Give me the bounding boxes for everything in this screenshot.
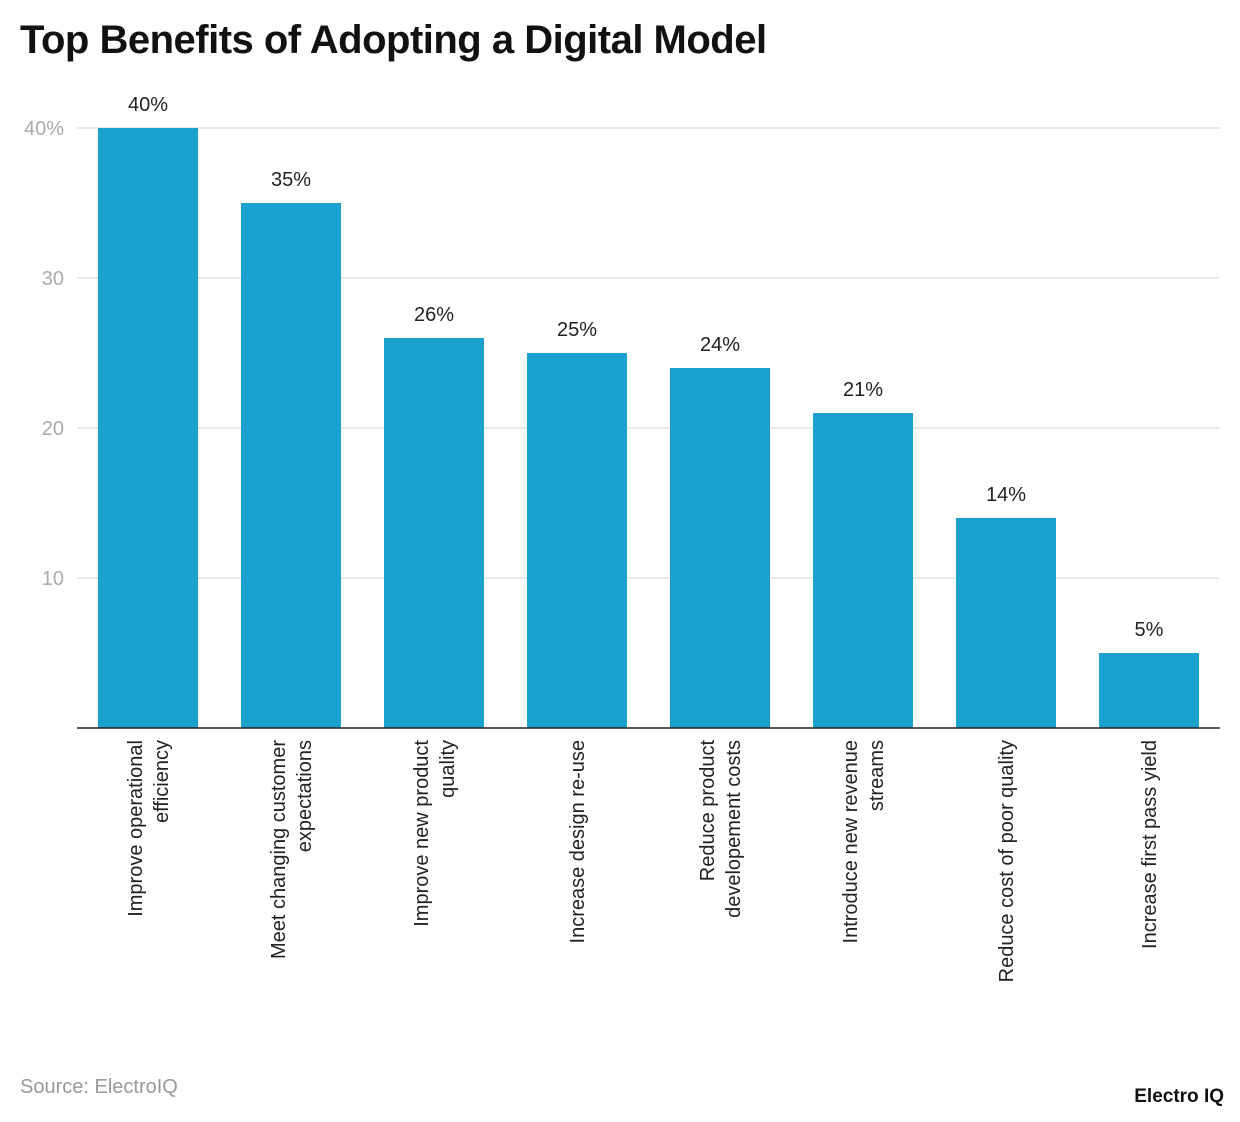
y-tick-label: 10	[42, 568, 64, 590]
x-tick-label: Increase first pass yield	[1139, 740, 1161, 949]
data-label: 5%	[1135, 619, 1164, 641]
bar	[98, 128, 198, 728]
x-tick-label: Improve operational efficiency	[125, 740, 173, 917]
x-tick-label: Improve new product quality	[411, 740, 459, 927]
bar	[813, 413, 913, 728]
bar	[527, 353, 627, 728]
bar	[670, 368, 770, 728]
y-tick-label: 20	[42, 418, 64, 440]
data-label: 26%	[414, 304, 454, 326]
chart-title: Top Benefits of Adopting a Digital Model	[20, 18, 767, 62]
data-label: 35%	[271, 169, 311, 191]
data-label: 14%	[986, 484, 1026, 506]
bar	[384, 338, 484, 728]
x-tick-label: Reduce product developement costs	[697, 740, 745, 918]
data-label: 21%	[843, 379, 883, 401]
data-label: 24%	[700, 334, 740, 356]
brand-logo: Electro IQ	[1134, 1086, 1224, 1107]
bar	[956, 518, 1056, 728]
data-label: 25%	[557, 319, 597, 341]
x-tick-label: Introduce new revenue streams	[840, 740, 888, 943]
y-tick-label: 30	[42, 268, 64, 290]
y-tick-label: 40%	[24, 118, 64, 140]
data-label: 40%	[128, 94, 168, 116]
x-tick-label: Meet changing customer expectations	[268, 740, 316, 959]
x-tick-label: Reduce cost of poor quality	[996, 740, 1018, 982]
bar	[1099, 653, 1199, 728]
x-tick-label: Increase design re-use	[567, 740, 589, 943]
bar	[241, 203, 341, 728]
source-note: Source: ElectroIQ	[20, 1076, 178, 1098]
